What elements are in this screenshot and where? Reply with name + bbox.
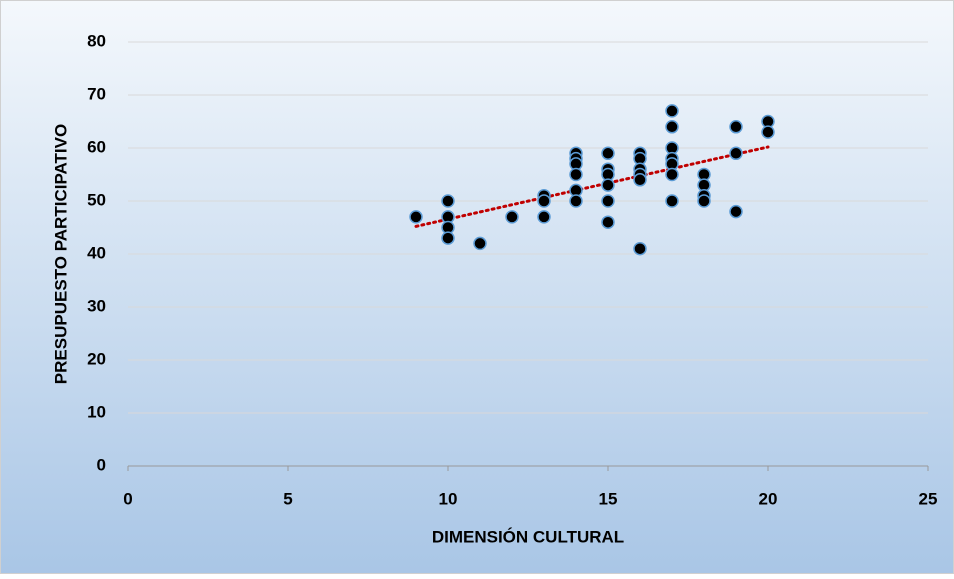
scatter-point (505, 210, 519, 224)
y-tick-label: 0 (97, 455, 106, 474)
scatter-point (601, 178, 615, 192)
scatter-point (665, 104, 679, 118)
scatter-point (601, 215, 615, 229)
scatter-point (537, 210, 551, 224)
scatter-point (729, 120, 743, 134)
scatter-point (665, 120, 679, 134)
x-tick-label: 10 (439, 489, 458, 508)
scatter-point (697, 194, 711, 208)
x-tick-label: 0 (123, 489, 132, 508)
scatter-point (665, 167, 679, 182)
y-tick-label: 10 (87, 402, 106, 421)
y-tick-label: 30 (87, 296, 106, 315)
y-tick-label: 60 (87, 137, 106, 156)
x-tick-label: 15 (599, 489, 618, 508)
y-axis-label: PRESUPUESTO PARTICIPATIVO (51, 124, 70, 384)
y-tick-label: 80 (87, 31, 106, 50)
y-tick-label: 50 (87, 190, 106, 209)
scatter-point (441, 231, 455, 245)
x-axis-label: DIMENSIÓN CULTURAL (432, 527, 624, 546)
scatter-point (409, 210, 423, 224)
y-tick-label: 70 (87, 84, 106, 103)
x-tick-label: 20 (759, 489, 778, 508)
y-tick-label: 20 (87, 349, 106, 368)
x-tick-label: 5 (283, 489, 292, 508)
scatter-point (665, 194, 679, 208)
x-tick-label: 25 (919, 489, 938, 508)
scatter-point (729, 146, 743, 161)
scatter-point (633, 173, 647, 187)
trendline (414, 145, 770, 228)
scatter-point (473, 236, 487, 251)
scatter-point (569, 167, 583, 182)
y-tick-label: 40 (87, 243, 106, 262)
scatter-point (441, 194, 455, 208)
scatter-point (729, 204, 743, 219)
scatter-point (537, 194, 551, 208)
scatter-point (569, 194, 583, 208)
scatter-point (601, 194, 615, 208)
scatter-point (761, 125, 775, 139)
scatter-point (601, 146, 615, 161)
scatter-point (633, 241, 647, 256)
